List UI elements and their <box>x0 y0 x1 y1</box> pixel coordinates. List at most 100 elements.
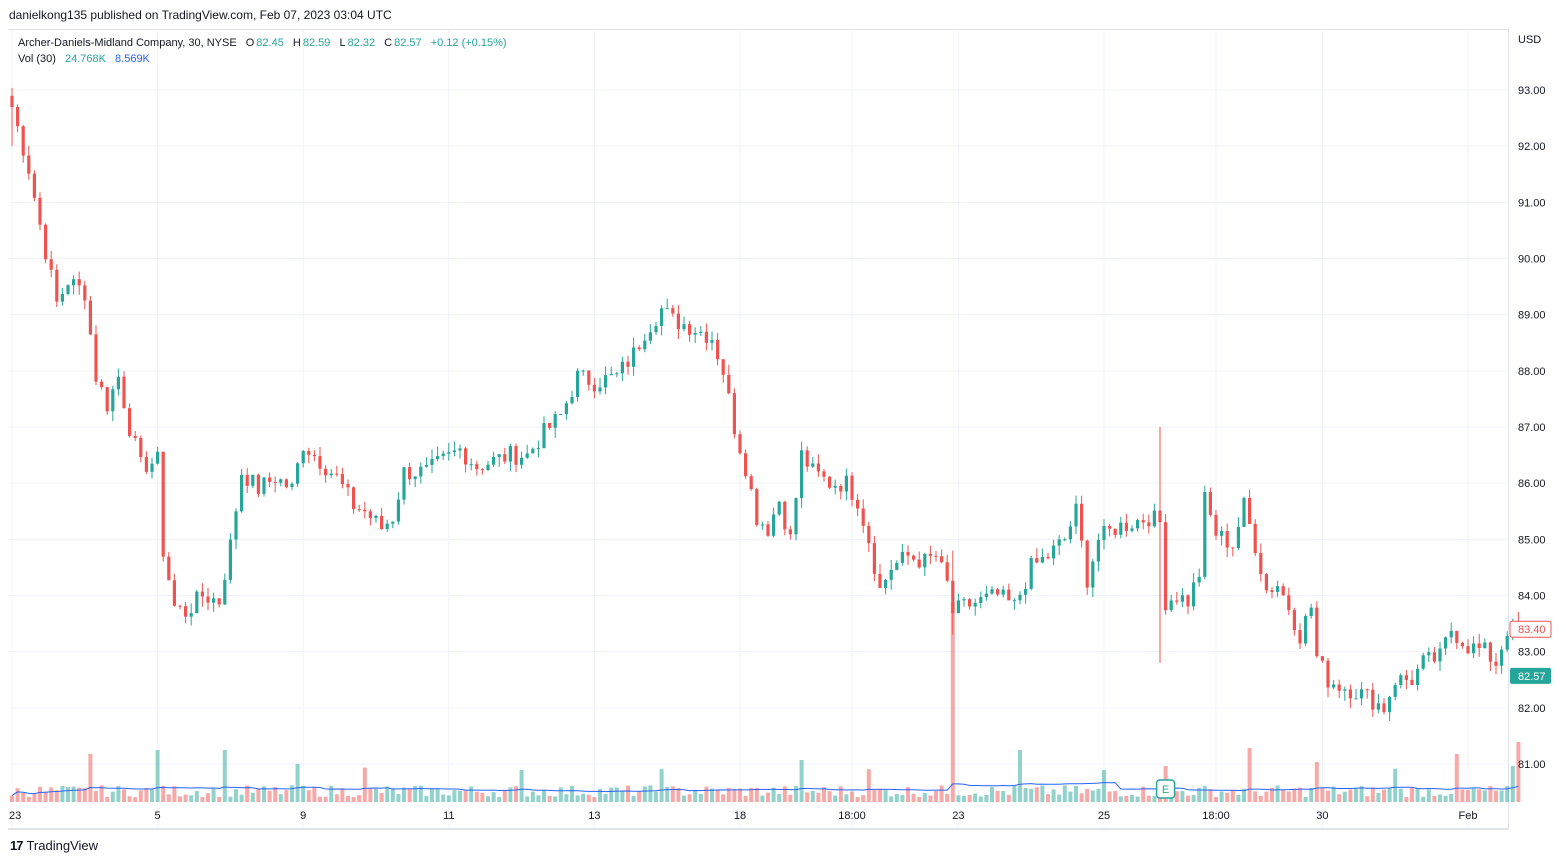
volume-bar <box>962 795 966 802</box>
volume-bar <box>1309 787 1314 802</box>
candle-body <box>968 599 972 607</box>
prev-close-label: 83.40 <box>1518 624 1546 636</box>
candle-body <box>144 457 148 472</box>
volume-bar <box>368 788 373 802</box>
volume-bar <box>94 791 98 802</box>
candle-body <box>301 451 305 464</box>
candle-body <box>1477 643 1481 649</box>
candle-body <box>380 515 384 530</box>
candle-body <box>94 334 98 382</box>
candle-body <box>928 553 932 556</box>
candle-body <box>833 485 837 488</box>
candle-body <box>710 339 714 343</box>
volume-bar <box>805 792 810 802</box>
x-tick-label: 18 <box>734 810 746 822</box>
candle-body <box>1035 558 1039 563</box>
candle-body <box>200 591 204 597</box>
candle-body <box>744 453 748 477</box>
volume-bar <box>497 797 502 802</box>
volume-bar <box>777 793 782 802</box>
volume-bar <box>816 792 821 802</box>
candle-body <box>77 279 81 286</box>
candle-body <box>660 308 664 326</box>
candle-body <box>312 454 316 457</box>
volume-bar <box>749 787 754 802</box>
volume-bar <box>822 787 826 802</box>
candle-body <box>973 603 977 607</box>
volume-bar <box>1337 794 1342 802</box>
volume-bar <box>413 786 418 802</box>
volume-bar <box>312 787 317 802</box>
candle-body <box>1315 607 1319 657</box>
candle-body <box>1096 539 1100 562</box>
candle-body <box>704 331 708 343</box>
y-tick-label: 91.00 <box>1518 197 1546 209</box>
volume-bar <box>463 790 468 802</box>
volume-bar <box>771 787 776 802</box>
volume-bar <box>1219 791 1224 802</box>
volume-bar <box>1242 788 1246 802</box>
volume-bar <box>301 785 306 802</box>
y-tick-label: 84.00 <box>1518 591 1546 603</box>
volume-bar <box>323 796 328 802</box>
volume-bar <box>1426 789 1431 802</box>
candle-body <box>895 562 899 570</box>
volume-bar <box>1090 790 1095 802</box>
candle-body <box>598 387 602 392</box>
candle-body <box>536 448 540 450</box>
volume-bar <box>491 792 496 802</box>
volume-bar <box>1410 787 1414 802</box>
x-tick-label: 13 <box>588 810 600 822</box>
candle-body <box>268 477 272 482</box>
candle-body <box>688 324 692 335</box>
candle-body <box>1410 679 1414 686</box>
candle-body <box>570 396 574 404</box>
volume-bar <box>474 791 479 802</box>
candle-body <box>318 456 322 469</box>
volume-bar <box>855 797 860 802</box>
symbol-title[interactable]: Archer-Daniels-Midland Company, 30, NYSE <box>18 37 237 49</box>
volume-bar <box>1062 785 1067 802</box>
volume-bar <box>1264 791 1269 802</box>
volume-bar <box>894 793 899 802</box>
candle-body <box>1332 684 1336 688</box>
candle-body <box>346 484 350 488</box>
volume-bar <box>502 790 507 802</box>
candle-body <box>553 414 557 428</box>
volume-bar <box>967 794 972 802</box>
volume-bar <box>1113 791 1118 802</box>
candle-body <box>620 361 624 374</box>
currency-label[interactable]: USD <box>1518 34 1542 46</box>
candle-body <box>861 508 865 526</box>
volume-label[interactable]: Vol (30) <box>18 53 56 65</box>
volume-bar <box>385 786 390 802</box>
volume-bar <box>1208 789 1213 802</box>
candle-body <box>245 474 249 486</box>
volume-bar <box>973 793 978 802</box>
candle-body <box>1483 642 1487 649</box>
volume-bar <box>1348 789 1353 802</box>
candle-body <box>844 475 848 492</box>
candle-body <box>55 269 59 302</box>
volume-bar <box>26 796 31 802</box>
volume-bar <box>743 795 748 802</box>
volume-legend-row: Vol (30) 24.768K 8.569K <box>18 51 509 67</box>
candle-body <box>1259 553 1263 575</box>
volume-bar <box>458 790 462 802</box>
volume-bar <box>682 795 686 802</box>
volume-bar <box>329 785 334 802</box>
earnings-marker[interactable] <box>1155 779 1176 799</box>
volume-bar <box>1074 785 1078 802</box>
candle-body <box>525 453 529 458</box>
candle-body <box>811 463 815 467</box>
volume-bar <box>161 785 166 802</box>
candle-body <box>262 477 266 494</box>
volume-bar <box>32 794 37 802</box>
volume-bar <box>1314 762 1319 802</box>
low-label: L <box>339 37 346 49</box>
volume-bar <box>1079 793 1084 802</box>
candle-body <box>732 393 736 435</box>
candle-body <box>497 454 501 458</box>
volume-bar <box>273 787 278 802</box>
